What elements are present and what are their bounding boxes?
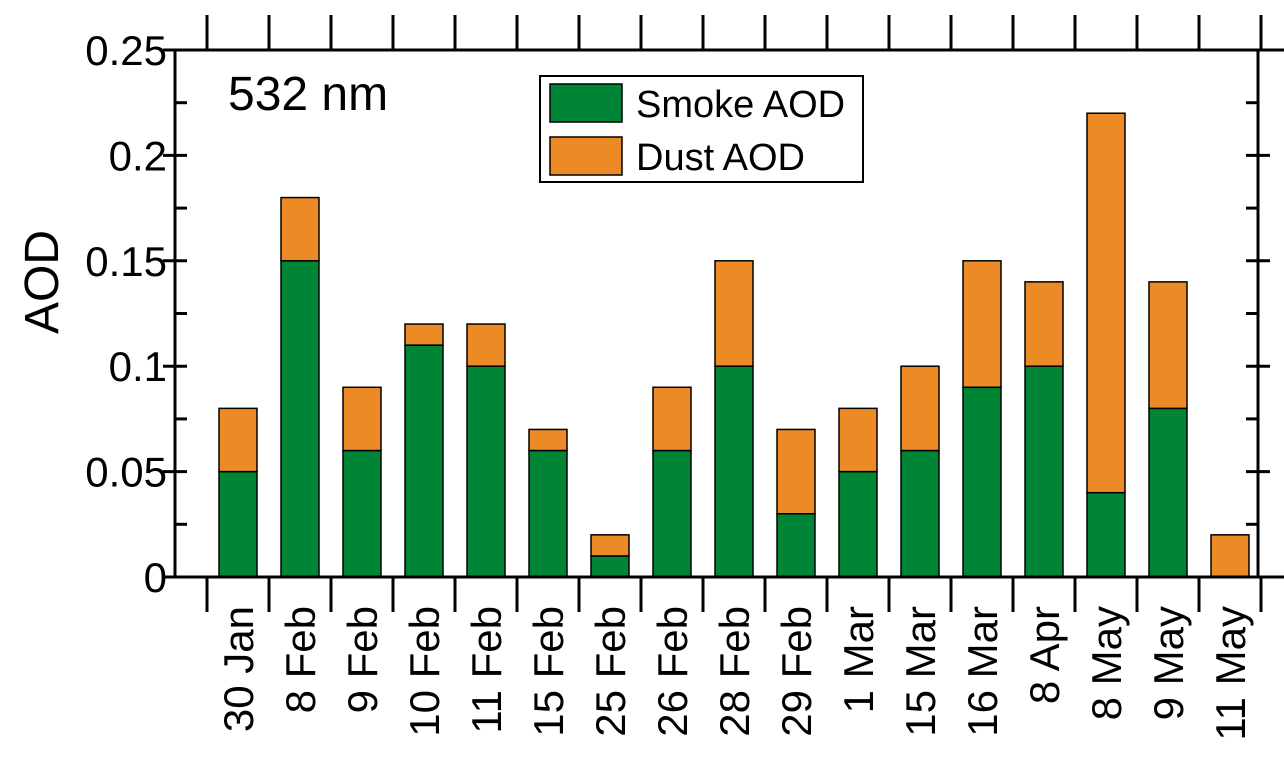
bar-segment xyxy=(280,260,320,578)
x-tick-label: 10 Feb xyxy=(401,606,448,737)
bar-segment xyxy=(528,449,568,578)
y-tick-label: 0.1 xyxy=(109,343,167,390)
bar-segment xyxy=(1086,112,1126,494)
x-tick-label: 9 May xyxy=(1145,606,1192,720)
legend-swatch xyxy=(549,83,623,123)
x-tick-label: 28 Feb xyxy=(711,606,758,737)
x-tick-label: 30 Jan xyxy=(215,606,262,732)
bar-segment xyxy=(1024,365,1064,578)
y-tick-label: 0.2 xyxy=(109,132,167,179)
bar-segment xyxy=(590,534,630,557)
bar-segment xyxy=(342,449,382,578)
bar-segment xyxy=(466,323,506,367)
bar-segment xyxy=(714,365,754,578)
bar-segment xyxy=(342,386,382,452)
bar-segment xyxy=(900,449,940,578)
x-tick-label: 11 Feb xyxy=(463,606,510,734)
y-tick-label: 0.15 xyxy=(85,238,167,285)
bar-segment xyxy=(1024,281,1064,367)
bar-segment xyxy=(404,344,444,578)
bar-segment xyxy=(1148,281,1188,410)
bar-segment xyxy=(1210,534,1250,578)
y-axis-label: AOD xyxy=(16,230,69,334)
x-tick-label: 25 Feb xyxy=(587,606,634,737)
legend-label: Dust AOD xyxy=(636,137,805,179)
bar-segment xyxy=(1086,491,1126,578)
x-tick-label: 15 Mar xyxy=(897,606,944,737)
bar-segment xyxy=(1148,407,1188,578)
annotation: 532 nm xyxy=(228,68,388,121)
x-tick-label: 16 Mar xyxy=(959,606,1006,737)
x-tick-label: 9 Feb xyxy=(339,606,386,713)
bar-segment xyxy=(590,555,630,578)
x-tick-label: 8 Apr xyxy=(1021,606,1068,704)
bar-segment xyxy=(776,428,816,515)
x-tick-label: 15 Feb xyxy=(525,606,572,737)
bar-segment xyxy=(466,365,506,578)
bar-segment xyxy=(962,260,1002,389)
bar-segment xyxy=(528,428,568,452)
x-tick-label: 26 Feb xyxy=(649,606,696,737)
bar-segment xyxy=(714,260,754,367)
x-tick-label: 11 May xyxy=(1207,606,1254,741)
bar-segment xyxy=(218,470,258,578)
bar-segment xyxy=(962,386,1002,578)
bar-segment xyxy=(652,449,692,578)
bar-segment xyxy=(652,386,692,452)
legend-label: Smoke AOD xyxy=(636,84,845,126)
y-tick-label: 0 xyxy=(144,554,167,601)
legend-swatch xyxy=(549,136,623,176)
x-tick-label: 8 May xyxy=(1083,606,1130,720)
bar-segment xyxy=(838,470,878,578)
x-tick-label: 8 Feb xyxy=(277,606,324,713)
bar-segment xyxy=(218,407,258,473)
x-tick-label: 1 Mar xyxy=(835,606,882,713)
bar-segment xyxy=(776,513,816,578)
x-tick-label: 29 Feb xyxy=(773,606,820,737)
bar-segment xyxy=(900,365,940,452)
y-tick-label: 0.25 xyxy=(85,27,167,74)
y-tick-label: 0.05 xyxy=(85,449,167,496)
bar-segment xyxy=(838,407,878,473)
bar-segment xyxy=(280,196,320,262)
bar-segment xyxy=(404,323,444,346)
